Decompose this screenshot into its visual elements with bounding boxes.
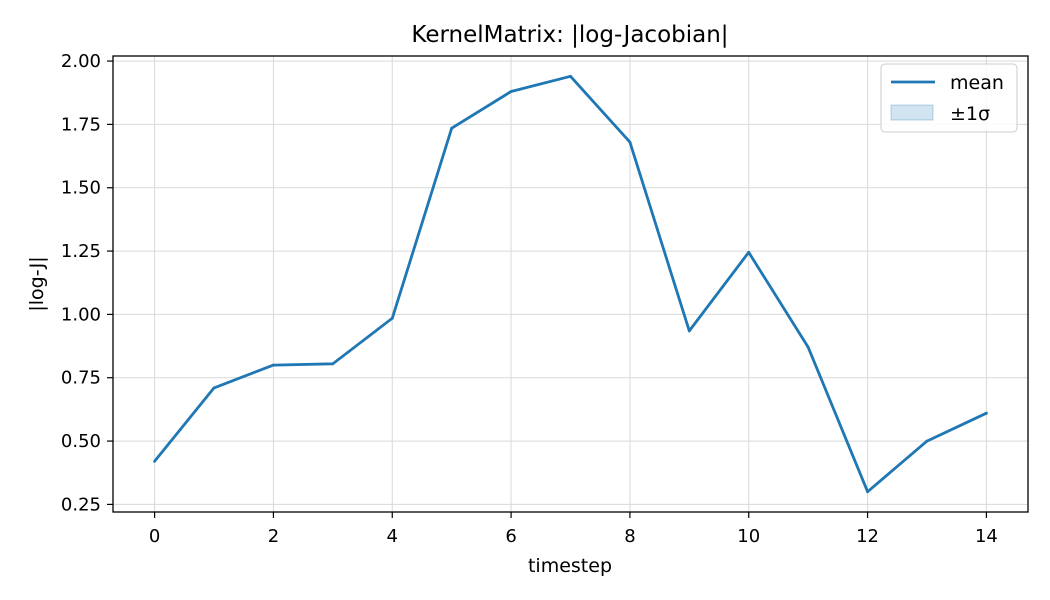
data-point [985, 411, 988, 415]
x-tick-label: 4 [387, 526, 398, 547]
y-tick-label: 0.75 [61, 368, 101, 389]
x-tick-label: 2 [268, 526, 279, 547]
data-point [509, 90, 513, 93]
legend-mean-label: mean [950, 72, 1004, 94]
data-point [331, 362, 335, 366]
y-tick-label: 0.50 [61, 431, 101, 452]
y-tick-label: 1.75 [61, 114, 101, 135]
y-axis: 0.25 0.50 0.75 1.00 1.25 1.50 1.75 2.00 [61, 51, 113, 515]
data-point [272, 363, 275, 367]
data-point [390, 316, 394, 320]
x-tick-label: 6 [505, 526, 516, 547]
legend: mean ±1σ [880, 63, 1018, 133]
plot-frame [112, 55, 1029, 513]
y-tick-label: 1.50 [61, 178, 101, 199]
data-point [628, 140, 632, 144]
chart-title: KernelMatrix: |log-Jacobian| [411, 22, 728, 48]
y-tick-label: 1.25 [61, 241, 101, 262]
data-point [747, 250, 751, 254]
y-tick-label: 1.00 [61, 304, 101, 325]
x-tick-label: 8 [624, 526, 635, 547]
grid [113, 56, 1028, 512]
legend-band-swatch [890, 104, 934, 121]
data-point [925, 439, 929, 443]
data-point [866, 490, 869, 494]
x-axis-label: timestep [528, 555, 612, 577]
series-layer [153, 74, 988, 494]
x-axis: 0 2 4 6 8 10 12 14 [149, 512, 998, 547]
y-tick-label: 0.25 [61, 494, 101, 515]
y-axis-label: |log-J| [26, 256, 48, 311]
data-point [569, 74, 572, 78]
data-point [450, 126, 454, 130]
x-tick-label: 10 [737, 526, 760, 547]
y-tick-label: 2.00 [61, 51, 101, 72]
x-tick-label: 14 [975, 526, 998, 547]
legend-band-label: ±1σ [950, 103, 990, 125]
series-line-mean [153, 74, 987, 494]
x-tick-label: 12 [856, 526, 879, 547]
data-point [153, 459, 156, 463]
x-tick-label: 0 [149, 526, 160, 547]
data-point [212, 386, 216, 390]
data-point [687, 329, 691, 333]
data-point [806, 345, 810, 349]
